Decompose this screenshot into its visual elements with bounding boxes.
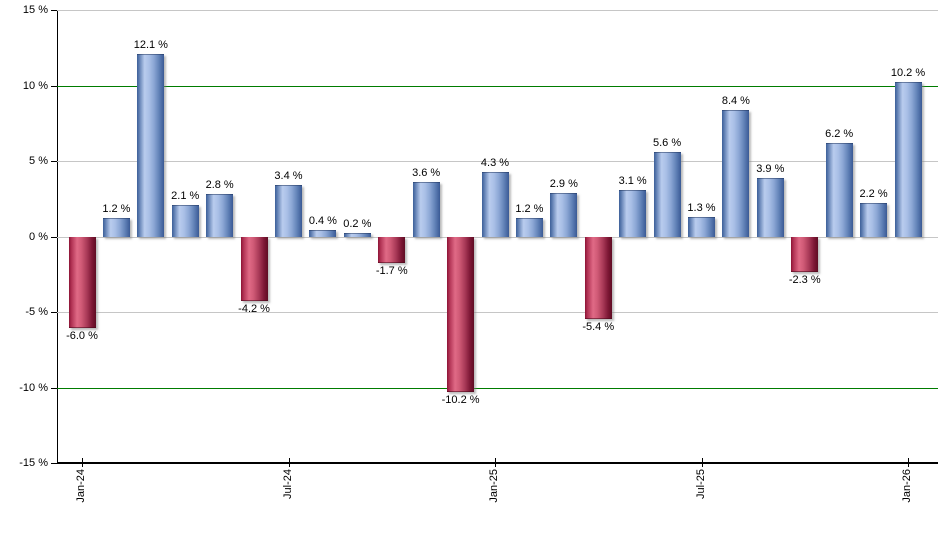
gridline-green	[57, 85, 938, 87]
bar-value-label: 12.1 %	[133, 38, 168, 51]
gridline-gray	[57, 312, 938, 313]
bar	[206, 194, 234, 238]
x-axis-tick-label: Jan-25	[488, 469, 500, 503]
bar-value-label: 1.3 %	[687, 201, 716, 214]
bar	[894, 82, 922, 238]
bar	[240, 236, 268, 301]
bar-value-label: 3.4 %	[274, 170, 303, 183]
y-axis-tick	[51, 10, 57, 11]
bar-value-label: 2.2 %	[859, 188, 888, 201]
y-axis-tick-label: 0 %	[29, 230, 48, 243]
bar	[378, 236, 406, 264]
bar-value-label: -1.7 %	[375, 265, 408, 278]
bar-value-label: 1.2 %	[102, 203, 131, 216]
y-axis-tick	[51, 312, 57, 313]
bar	[584, 236, 612, 320]
y-axis-tick-label: 5 %	[29, 155, 48, 167]
bar-value-label: -10.2 %	[441, 393, 480, 406]
x-axis-tick	[288, 458, 290, 467]
x-axis-tick	[701, 458, 703, 467]
bar-value-label: 8.4 %	[721, 94, 750, 107]
bar-value-label: 0.4 %	[308, 215, 337, 228]
bar-value-label: 5.6 %	[653, 136, 682, 149]
y-axis-tick	[51, 85, 57, 87]
y-axis-tick	[51, 236, 57, 238]
gridline-gray	[57, 161, 938, 162]
y-axis-tick	[51, 387, 57, 389]
bar	[275, 185, 302, 238]
bar-value-label: 3.9 %	[756, 162, 785, 175]
bar-value-label: 3.6 %	[412, 167, 441, 180]
x-axis-tick-label: Jan-24	[75, 469, 87, 503]
bar-value-label: -2.3 %	[788, 274, 821, 287]
x-axis-tick-label: Jul-25	[694, 469, 707, 499]
bar-value-label: 1.2 %	[515, 203, 544, 216]
bar	[68, 236, 96, 329]
bar	[309, 230, 337, 238]
y-axis-tick	[51, 161, 57, 162]
bar	[102, 218, 130, 238]
bar	[825, 142, 853, 238]
bar-value-label: -5.4 %	[582, 321, 615, 334]
bar-value-label: -4.2 %	[238, 302, 270, 315]
bar	[447, 236, 475, 392]
bar	[860, 203, 888, 238]
bar	[756, 177, 784, 238]
gridline-gray	[57, 10, 938, 11]
bar	[481, 171, 509, 238]
bar	[791, 236, 819, 273]
y-axis-tick-label: 15 %	[22, 4, 48, 16]
bar	[343, 233, 371, 238]
bar	[619, 189, 647, 238]
bar	[515, 218, 543, 238]
bar	[722, 109, 750, 238]
x-axis-tick-label: Jul-24	[281, 469, 294, 499]
x-axis-tick	[495, 458, 496, 467]
y-axis-tick-label: -15 %	[19, 457, 48, 469]
y-axis-tick-label: -10 %	[19, 381, 48, 394]
bar	[550, 192, 578, 238]
gridline-green	[57, 387, 938, 389]
y-axis-tick-label: -5 %	[25, 306, 48, 318]
y-axis-tick	[51, 463, 57, 464]
bar-value-label: 10.2 %	[890, 67, 926, 80]
x-axis-line	[57, 462, 938, 464]
bar-value-label: 6.2 %	[825, 127, 854, 140]
bar-value-label: 2.8 %	[205, 179, 234, 192]
bar-value-label: 2.1 %	[171, 189, 200, 202]
bar-value-label: -6.0 %	[66, 330, 98, 343]
bar-value-label: 4.3 %	[480, 156, 510, 169]
bar	[412, 182, 440, 238]
bar	[137, 53, 165, 238]
bar-value-label: 3.1 %	[618, 174, 647, 187]
bar	[688, 216, 715, 238]
y-axis-tick-label: 10 %	[22, 79, 48, 92]
x-axis-tick	[82, 458, 83, 467]
bar	[171, 204, 199, 238]
x-axis-tick-label: Jan-26	[901, 469, 913, 503]
bar	[653, 151, 681, 238]
bar-value-label: 2.9 %	[549, 177, 578, 190]
bar-value-label: 0.2 %	[343, 218, 372, 231]
x-axis-tick	[908, 458, 909, 467]
